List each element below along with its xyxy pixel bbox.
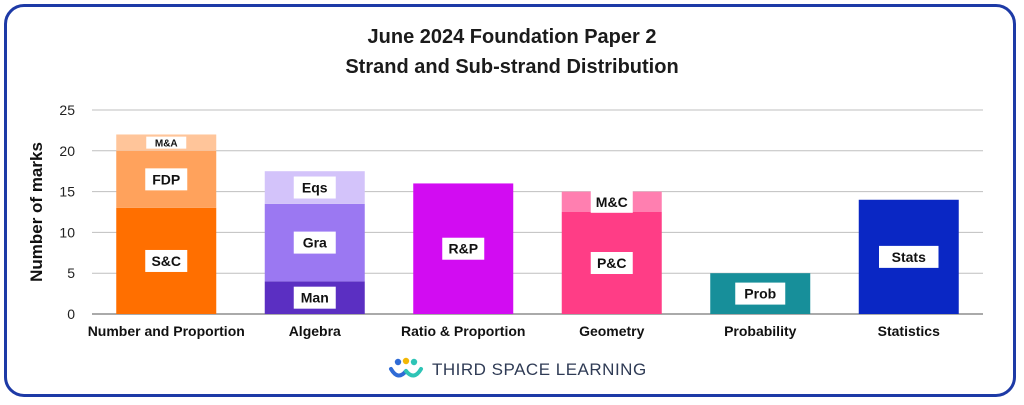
brand-logo: THIRD SPACE LEARNING xyxy=(388,356,647,384)
data-label: M&A xyxy=(155,139,178,150)
data-label: Gra xyxy=(303,235,327,251)
data-label: P&C xyxy=(597,255,627,271)
data-label-box xyxy=(442,237,485,260)
data-label: S&C xyxy=(151,253,181,269)
data-label-box xyxy=(590,252,633,274)
data-label-box xyxy=(293,286,336,309)
chart-subtitle: Strand and Sub-strand Distribution xyxy=(345,56,679,78)
x-tick-label: Probability xyxy=(724,323,797,339)
chart-title: June 2024 Foundation Paper 2 xyxy=(367,26,657,48)
third-space-learning-logo-icon xyxy=(389,357,423,378)
y-tick-label: 25 xyxy=(59,102,75,118)
data-label-box xyxy=(145,168,188,191)
data-label: FDP xyxy=(152,171,180,187)
x-tick-label: Ratio & Proportion xyxy=(401,323,525,339)
x-tick-label: Algebra xyxy=(289,323,341,339)
data-label: Prob xyxy=(744,286,776,302)
y-tick-label: 20 xyxy=(59,143,75,159)
y-tick-label: 0 xyxy=(67,306,75,322)
x-tick-label: Statistics xyxy=(878,323,940,339)
data-label: M&C xyxy=(596,194,628,210)
data-label-box xyxy=(146,136,187,149)
data-label-box xyxy=(293,176,336,199)
data-label-box xyxy=(145,249,188,272)
data-label: Eqs xyxy=(302,180,328,196)
y-tick-label: 5 xyxy=(67,265,75,281)
x-tick-label: Number and Proportion xyxy=(88,323,245,339)
brand-name: THIRD SPACE LEARNING xyxy=(432,360,647,379)
y-axis-label: Number of marks xyxy=(27,142,46,282)
data-label: Man xyxy=(301,290,329,306)
y-tick-label: 10 xyxy=(59,224,75,240)
data-label-box xyxy=(879,245,939,268)
data-label: Stats xyxy=(892,249,926,265)
data-label: R&P xyxy=(448,241,478,257)
data-label-box xyxy=(293,231,336,254)
data-label-box xyxy=(735,282,786,305)
y-tick-label: 15 xyxy=(59,184,75,200)
x-tick-label: Geometry xyxy=(579,323,645,339)
data-label-box xyxy=(590,190,633,213)
